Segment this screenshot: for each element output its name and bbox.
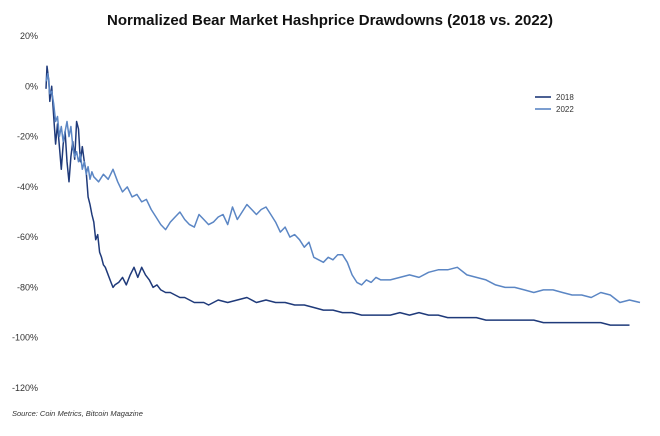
y-axis: 20% 0% -20% -40% -60% -80% -100% -120%	[12, 31, 38, 393]
source-note: Source: Coin Metrics, Bitcoin Magazine	[12, 409, 143, 418]
y-tick-label: -120%	[12, 383, 38, 393]
plot-area	[45, 65, 641, 326]
y-tick-label: -80%	[17, 282, 38, 292]
y-tick-label: -100%	[12, 333, 38, 343]
chart-title: Normalized Bear Market Hashprice Drawdow…	[107, 12, 553, 29]
y-tick-label: -20%	[17, 132, 38, 142]
y-tick-label: 20%	[20, 31, 38, 41]
legend-label-2022: 2022	[556, 105, 574, 114]
series-line-2018	[45, 65, 630, 326]
legend-label-2018: 2018	[556, 93, 574, 102]
y-tick-label: -60%	[17, 232, 38, 242]
y-tick-label: 0%	[25, 81, 38, 91]
series-line-2022	[45, 72, 641, 304]
legend: 2018 2022	[535, 93, 574, 114]
y-tick-label: -40%	[17, 182, 38, 192]
